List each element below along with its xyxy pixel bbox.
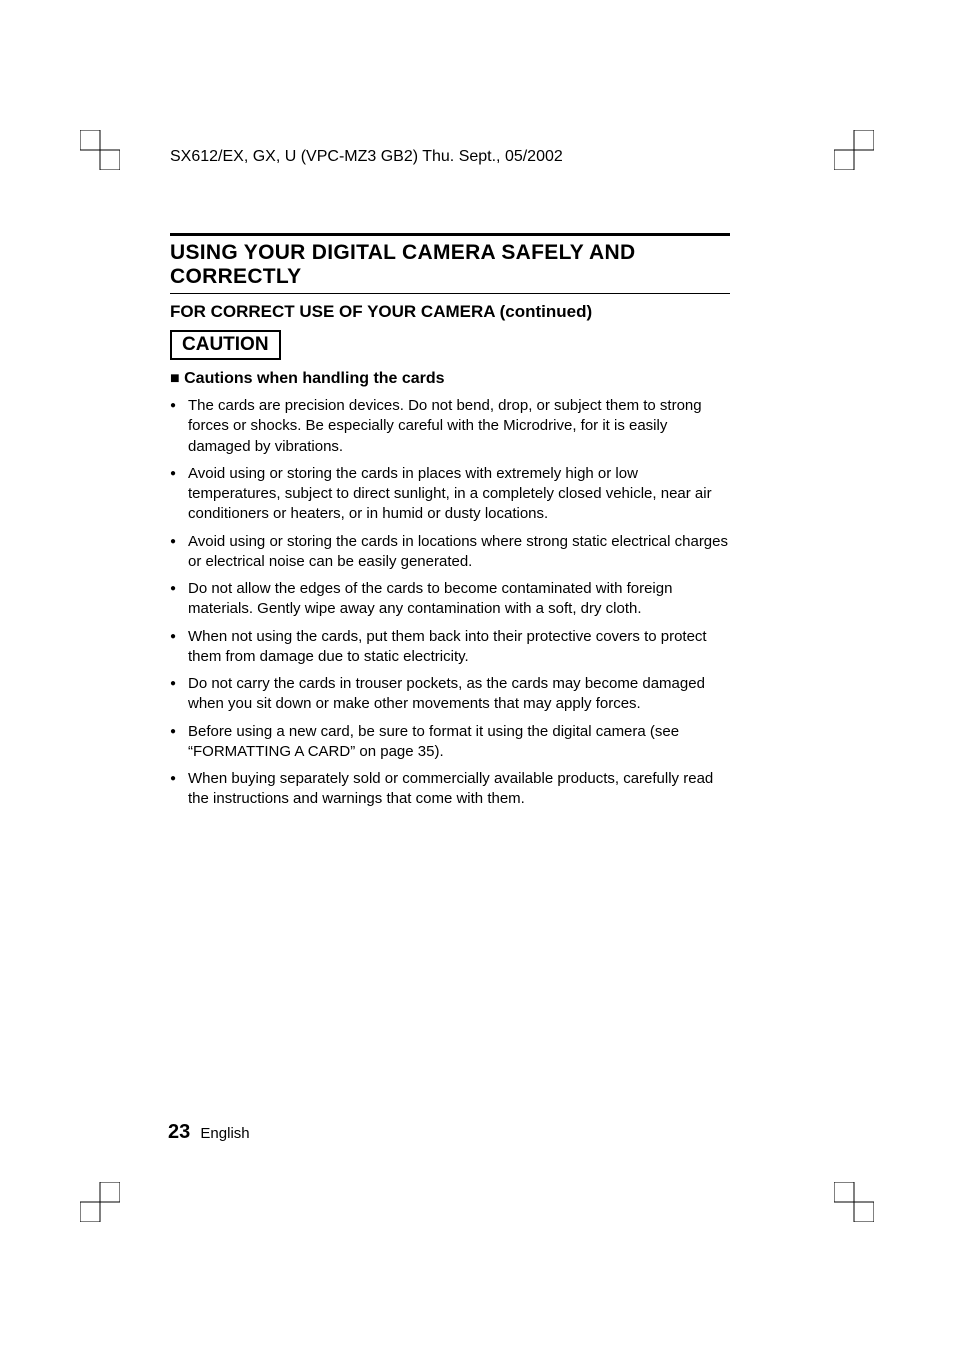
bullet-list: The cards are precision devices. Do not … <box>170 396 730 810</box>
bullet-item: Avoid using or storing the cards in plac… <box>170 464 730 525</box>
section-heading: Cautions when handling the cards <box>170 370 730 388</box>
bullet-item: Avoid using or storing the cards in loca… <box>170 532 730 573</box>
main-title: USING YOUR DIGITAL CAMERA SAFELY AND COR… <box>170 233 730 294</box>
page-number: 23 <box>168 1121 190 1143</box>
bullet-item: Do not carry the cards in trouser pocket… <box>170 674 730 715</box>
caution-label: CAUTION <box>170 330 281 360</box>
bullet-item: When buying separately sold or commercia… <box>170 769 730 810</box>
page-footer: 23 English <box>168 1121 250 1144</box>
crop-mark-top-left <box>80 130 120 170</box>
header-doc-reference: SX612/EX, GX, U (VPC-MZ3 GB2) Thu. Sept.… <box>170 148 563 166</box>
bullet-item: Do not allow the edges of the cards to b… <box>170 579 730 620</box>
crop-mark-bottom-right <box>834 1182 874 1222</box>
subtitle: FOR CORRECT USE OF YOUR CAMERA (continue… <box>170 302 730 322</box>
language-label: English <box>200 1125 249 1142</box>
page-content: USING YOUR DIGITAL CAMERA SAFELY AND COR… <box>170 233 730 817</box>
bullet-item: Before using a new card, be sure to form… <box>170 722 730 763</box>
crop-mark-top-right <box>834 130 874 170</box>
bullet-item: When not using the cards, put them back … <box>170 627 730 668</box>
crop-mark-bottom-left <box>80 1182 120 1222</box>
bullet-item: The cards are precision devices. Do not … <box>170 396 730 457</box>
